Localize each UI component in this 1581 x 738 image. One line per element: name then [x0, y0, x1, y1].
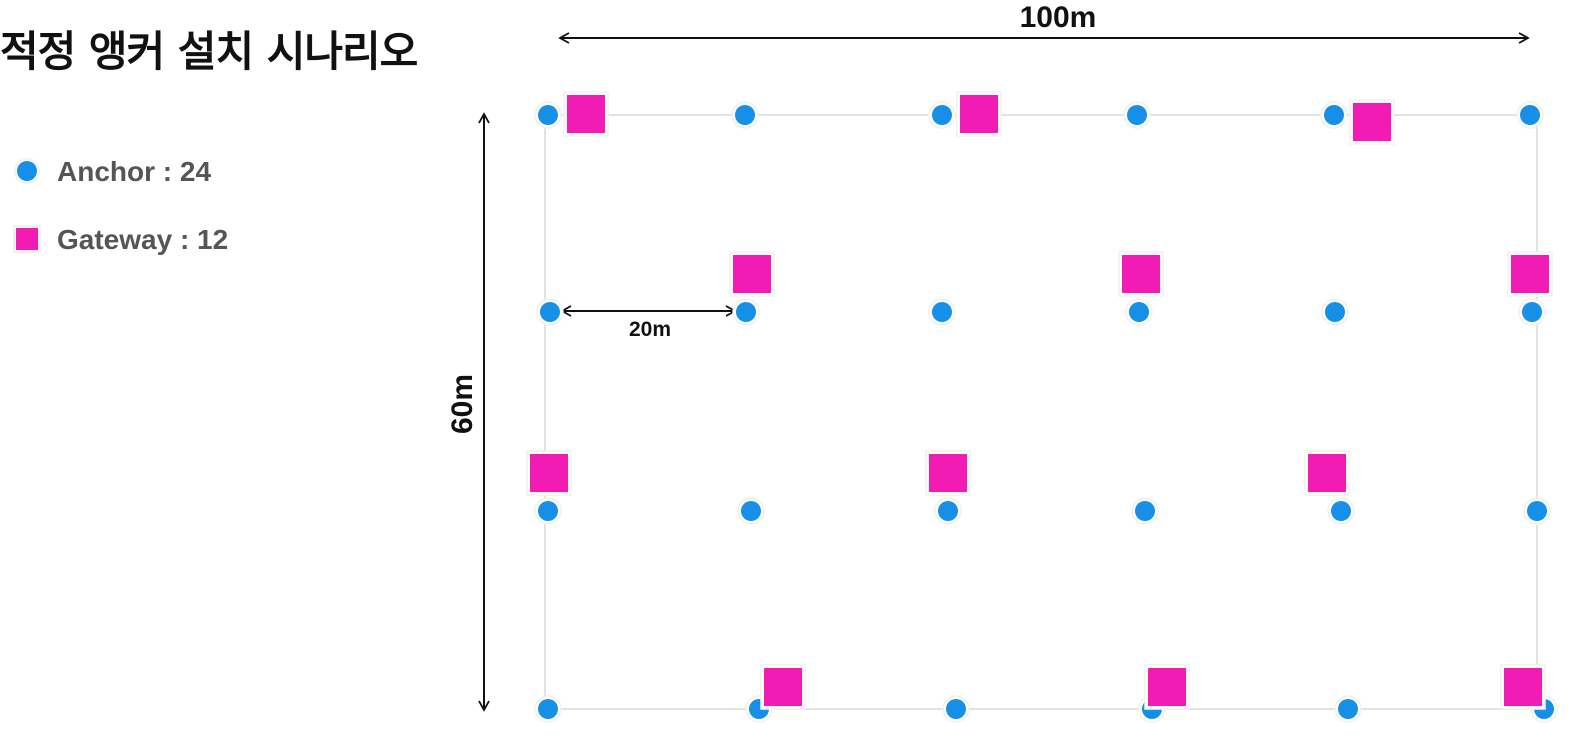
anchor-marker-18 [1523, 497, 1551, 525]
anchor-marker-7 [536, 298, 564, 326]
gateway-marker-12 [1500, 664, 1546, 710]
gateway-marker-1 [563, 91, 609, 137]
gateway-marker-5 [1118, 251, 1164, 297]
anchor-marker-5 [1320, 101, 1348, 129]
height-label: 60m [446, 374, 479, 434]
gateway-marker-10 [760, 664, 806, 710]
gateway-marker-9 [1304, 450, 1350, 496]
grid-lines [544, 114, 1538, 710]
gateway-marker-4 [729, 251, 775, 297]
spacing-dimension: 20m [560, 305, 737, 341]
anchor-layer [534, 101, 1558, 723]
anchor-marker-2 [731, 101, 759, 129]
width-dimension: 100m [558, 1, 1530, 44]
gateway-marker-7 [526, 450, 572, 496]
anchor-marker-1 [534, 101, 562, 129]
anchor-marker-12 [1518, 298, 1546, 326]
anchor-marker-9 [928, 298, 956, 326]
anchor-marker-16 [1131, 497, 1159, 525]
spacing-label: 20m [629, 318, 671, 341]
gateway-marker-11 [1144, 664, 1190, 710]
anchor-marker-3 [928, 101, 956, 129]
gateway-marker-2 [956, 91, 1002, 137]
anchor-marker-13 [534, 497, 562, 525]
gateway-marker-8 [925, 450, 971, 496]
anchor-marker-19 [534, 695, 562, 723]
page-title: 적정 앵커 설치 시나리오 [0, 27, 418, 76]
anchor-marker-10 [1125, 298, 1153, 326]
anchor-marker-8 [732, 298, 760, 326]
anchor-marker-6 [1516, 101, 1544, 129]
anchor-marker-17 [1327, 497, 1355, 525]
anchor-legend-label: Anchor : 24 [57, 156, 212, 187]
width-label: 100m [1020, 1, 1097, 34]
height-dimension: 60m [446, 112, 490, 712]
gateway-marker-6 [1507, 251, 1553, 297]
anchor-marker-15 [934, 497, 962, 525]
anchor-marker-23 [1334, 695, 1362, 723]
anchor-marker-14 [737, 497, 765, 525]
anchor-legend-icon [14, 158, 40, 184]
anchor-marker-4 [1123, 101, 1151, 129]
anchor-marker-21 [942, 695, 970, 723]
anchor-marker-11 [1321, 298, 1349, 326]
gateway-legend-icon [13, 225, 41, 253]
gateway-marker-3 [1349, 99, 1395, 145]
gateway-legend-label: Gateway : 12 [57, 224, 229, 255]
gateway-layer [526, 91, 1553, 710]
